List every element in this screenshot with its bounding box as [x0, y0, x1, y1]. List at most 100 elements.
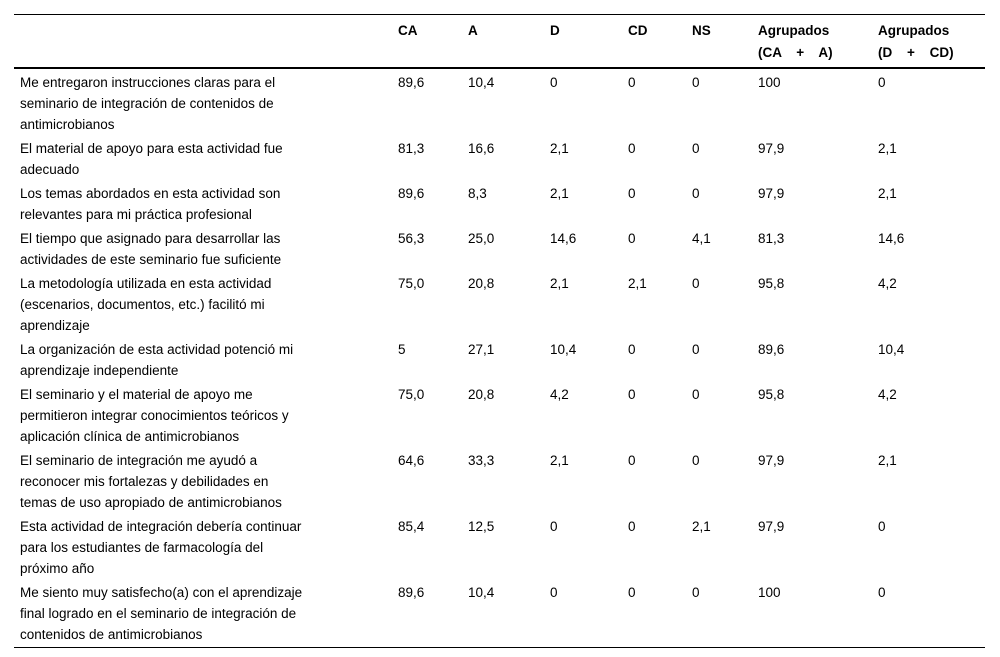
value-cell: 16,6 — [468, 141, 495, 156]
question-cell: Los temas abordados en esta actividad so… — [20, 186, 281, 222]
value-cell: 2,1 — [878, 453, 897, 468]
value-cell: 10,4 — [550, 342, 577, 357]
value-cell: 0 — [692, 342, 700, 357]
value-cell: 0 — [692, 186, 700, 201]
table-row: El seminario y el material de apoyo me p… — [14, 381, 985, 447]
value-cell: 0 — [628, 519, 636, 534]
value-cell: 0 — [692, 141, 700, 156]
value-cell: 0 — [628, 585, 636, 600]
value-cell: 0 — [550, 519, 558, 534]
value-cell: 2,1 — [550, 186, 569, 201]
value-cell: 0 — [692, 387, 700, 402]
value-cell: 2,1 — [628, 276, 647, 291]
question-cell: El material de apoyo para esta actividad… — [20, 141, 283, 177]
value-cell: 33,3 — [468, 453, 495, 468]
value-cell: 0 — [628, 387, 636, 402]
value-cell: 0 — [628, 342, 636, 357]
grouped-subtitle: (CA + A) — [758, 45, 833, 60]
header-row: CA A D CD NS Agrupados (CA + A) Agrupado… — [14, 14, 985, 69]
value-cell: 5 — [398, 342, 406, 357]
question-cell: El seminario de integración me ayudó a r… — [20, 453, 282, 510]
value-cell: 27,1 — [468, 342, 495, 357]
value-cell: 0 — [628, 186, 636, 201]
value-cell: 2,1 — [550, 276, 569, 291]
header-cell-ca: CA — [398, 14, 468, 69]
value-cell: 100 — [758, 585, 781, 600]
value-cell: 85,4 — [398, 519, 425, 534]
value-cell: 2,1 — [878, 186, 897, 201]
results-table: CA A D CD NS Agrupados (CA + A) Agrupado… — [14, 14, 985, 648]
value-cell: 12,5 — [468, 519, 495, 534]
value-cell: 14,6 — [878, 231, 905, 246]
value-cell: 4,2 — [878, 387, 897, 402]
value-cell: 4,2 — [878, 276, 897, 291]
table-row: El seminario de integración me ayudó a r… — [14, 447, 985, 513]
table-row: El material de apoyo para esta actividad… — [14, 135, 985, 180]
value-cell: 4,1 — [692, 231, 711, 246]
value-cell: 0 — [628, 453, 636, 468]
value-cell: 0 — [550, 75, 558, 90]
table-row: Esta actividad de integración debería co… — [14, 513, 985, 579]
header-cell-grouped-ca-a: Agrupados (CA + A) — [758, 14, 878, 69]
table-row: Me entregaron instrucciones claras para … — [14, 68, 985, 135]
value-cell: 2,1 — [550, 453, 569, 468]
value-cell: 81,3 — [758, 231, 785, 246]
table-row: Me siento muy satisfecho(a) con el apren… — [14, 579, 985, 648]
value-cell: 0 — [550, 585, 558, 600]
question-cell: La organización de esta actividad potenc… — [20, 342, 294, 378]
table-body: Me entregaron instrucciones claras para … — [14, 68, 985, 648]
value-cell: 4,2 — [550, 387, 569, 402]
value-cell: 0 — [692, 75, 700, 90]
value-cell: 89,6 — [398, 186, 425, 201]
table-header: CA A D CD NS Agrupados (CA + A) Agrupado… — [14, 14, 985, 69]
value-cell: 20,8 — [468, 387, 495, 402]
value-cell: 89,6 — [398, 585, 425, 600]
header-cell-ns: NS — [692, 14, 758, 69]
header-cell-a: A — [468, 14, 550, 69]
table-row: La organización de esta actividad potenc… — [14, 336, 985, 381]
question-cell: Esta actividad de integración debería co… — [20, 519, 302, 576]
value-cell: 97,9 — [758, 141, 785, 156]
table-row: Los temas abordados en esta actividad so… — [14, 180, 985, 225]
value-cell: 8,3 — [468, 186, 487, 201]
header-cell-grouped-d-cd: Agrupados (D + CD) — [878, 14, 985, 69]
value-cell: 10,4 — [468, 585, 495, 600]
value-cell: 89,6 — [758, 342, 785, 357]
value-cell: 97,9 — [758, 453, 785, 468]
value-cell: 14,6 — [550, 231, 577, 246]
value-cell: 0 — [628, 75, 636, 90]
question-cell: Me entregaron instrucciones claras para … — [20, 75, 276, 132]
header-cell-label — [14, 14, 398, 69]
header-cell-d: D — [550, 14, 628, 69]
value-cell: 100 — [758, 75, 781, 90]
value-cell: 10,4 — [468, 75, 495, 90]
value-cell: 75,0 — [398, 387, 425, 402]
question-cell: El tiempo que asignado para desarrollar … — [20, 231, 282, 267]
table-row: La metodología utilizada en esta activid… — [14, 270, 985, 336]
grouped-title: Agrupados — [758, 23, 830, 38]
value-cell: 95,8 — [758, 387, 785, 402]
value-cell: 0 — [878, 75, 886, 90]
value-cell: 2,1 — [550, 141, 569, 156]
value-cell: 81,3 — [398, 141, 425, 156]
value-cell: 75,0 — [398, 276, 425, 291]
value-cell: 97,9 — [758, 186, 785, 201]
value-cell: 89,6 — [398, 75, 425, 90]
value-cell: 0 — [878, 519, 886, 534]
value-cell: 56,3 — [398, 231, 425, 246]
value-cell: 0 — [628, 231, 636, 246]
value-cell: 0 — [692, 276, 700, 291]
value-cell: 64,6 — [398, 453, 425, 468]
value-cell: 10,4 — [878, 342, 905, 357]
value-cell: 0 — [878, 585, 886, 600]
value-cell: 2,1 — [878, 141, 897, 156]
value-cell: 0 — [692, 585, 700, 600]
header-cell-cd: CD — [628, 14, 692, 69]
value-cell: 0 — [692, 453, 700, 468]
value-cell: 20,8 — [468, 276, 495, 291]
value-cell: 2,1 — [692, 519, 711, 534]
table-row: El tiempo que asignado para desarrollar … — [14, 225, 985, 270]
grouped-title: Agrupados — [878, 23, 950, 38]
question-cell: El seminario y el material de apoyo me p… — [20, 387, 289, 444]
question-cell: La metodología utilizada en esta activid… — [20, 276, 272, 333]
